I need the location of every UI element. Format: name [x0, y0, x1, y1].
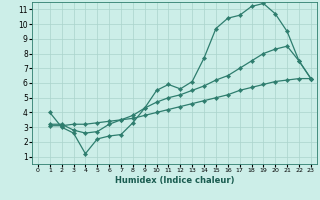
X-axis label: Humidex (Indice chaleur): Humidex (Indice chaleur): [115, 176, 234, 185]
